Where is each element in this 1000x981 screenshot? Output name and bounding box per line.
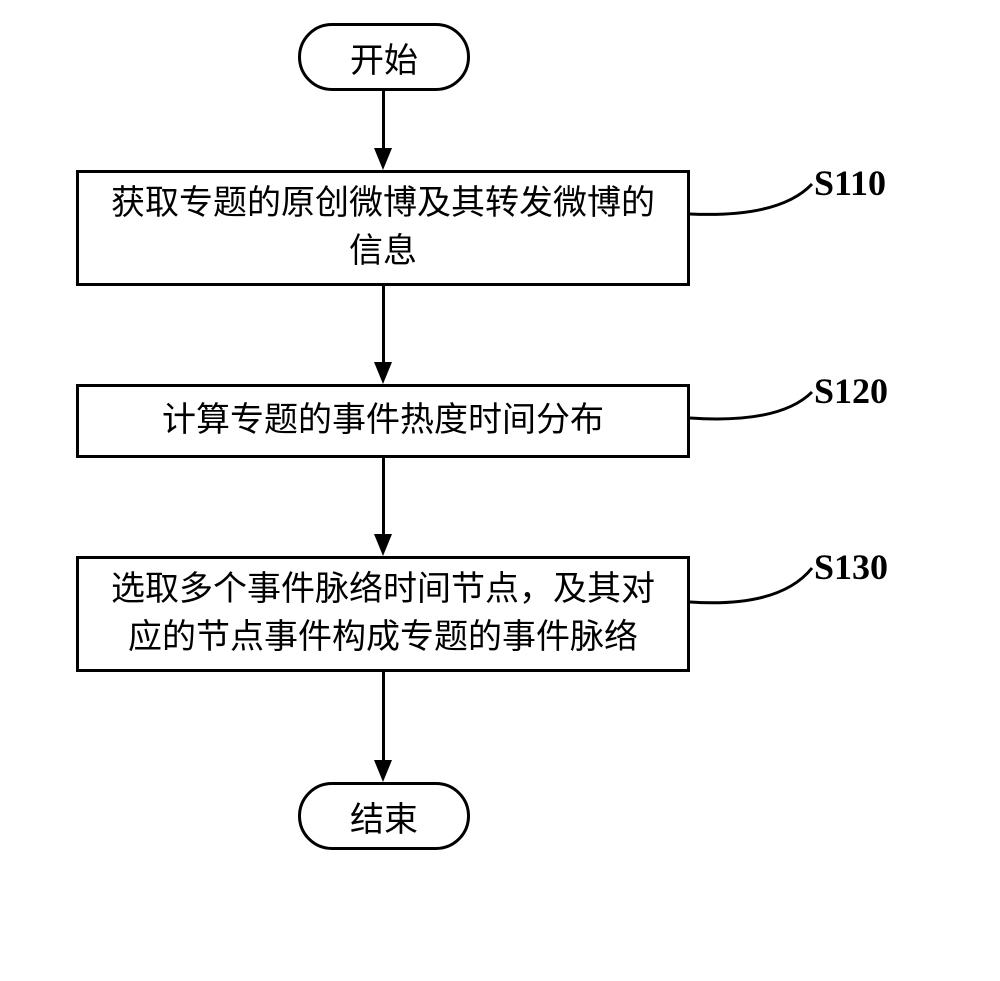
end-terminal: 结束 <box>298 782 470 850</box>
arrow-head-4 <box>374 760 392 782</box>
arrow-line-4 <box>382 672 385 760</box>
callout-curve-s130 <box>0 0 1000 981</box>
step-label-s130: S130 <box>814 546 888 588</box>
end-label: 结束 <box>350 792 418 841</box>
flowchart-container: 开始 获取专题的原创微博及其转发微博的 信息 S110 计算专题的事件热度时间分… <box>0 0 1000 981</box>
